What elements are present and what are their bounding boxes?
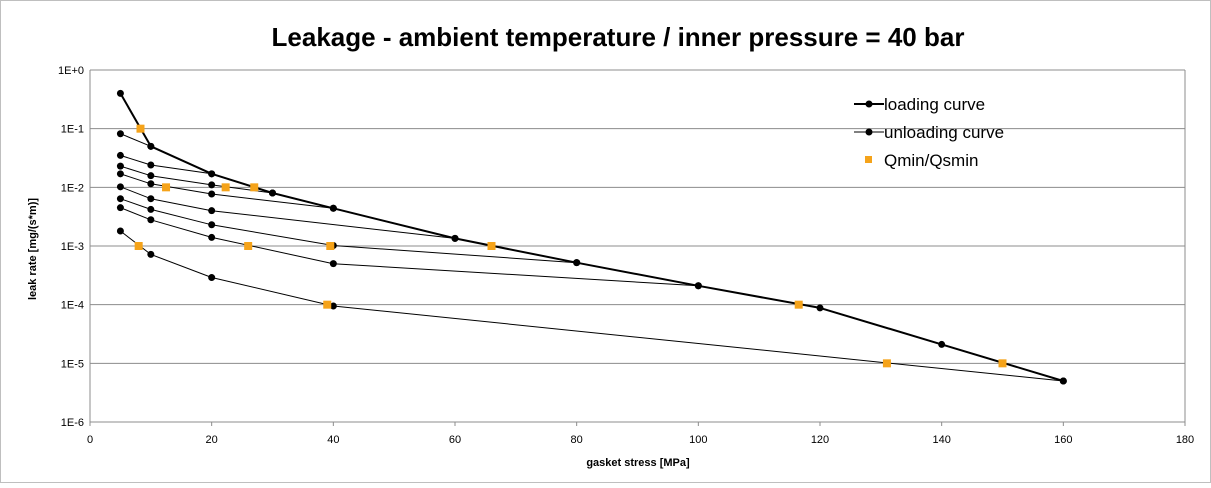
qmin-point [882,359,891,368]
loading-point [329,204,337,212]
loading-point [451,234,459,242]
unloading-point [147,216,155,224]
loading-point [116,89,124,97]
unloading-curve-line [120,133,151,147]
legend: loading curve unloading curve Qmin/Qsmin [854,95,1004,170]
x-tick-label: 40 [327,434,339,446]
unloading-point [329,302,337,310]
x-tick-label: 160 [1054,434,1072,446]
x-tick-label: 60 [449,434,461,446]
y-tick-label: 1E-1 [61,124,84,136]
legend-unloading-label: unloading curve [884,123,1004,142]
loading-point [573,259,581,267]
qmin-point [323,300,332,309]
y-tick-label: 1E-4 [61,300,84,312]
y-tick-label: 1E+0 [58,65,84,77]
y-tick-label: 1E-3 [61,241,84,253]
qmin-point [487,242,496,250]
y-tick-label: 1E-5 [61,358,84,370]
unloading-point [116,227,124,235]
x-tick-label: 120 [811,434,829,446]
unloading-curve-line [120,173,334,209]
qmin-point [998,359,1007,368]
unloading-point [147,172,155,180]
x-tick-label: 100 [689,434,707,446]
unloading-point [116,204,124,212]
unloading-point [208,181,216,189]
unloading-point [208,207,216,215]
qmin-point [326,242,335,250]
unloading-point [116,183,124,191]
unloading-point [208,190,216,198]
unloading-point [208,274,216,282]
unloading-point [208,221,216,229]
loading-point [694,282,702,290]
x-tick-label: 20 [206,434,218,446]
unloading-curve-line [120,165,273,194]
qmin-point [250,183,259,192]
unloading-point [329,260,337,268]
loading-point [147,142,155,150]
x-tick-label: 80 [571,434,583,446]
legend-qmin-label: Qmin/Qsmin [884,151,978,170]
legend-loading-marker [865,100,873,108]
x-tick-label: 180 [1176,434,1194,446]
unloading-point [116,170,124,178]
qmin-point [162,183,171,192]
loading-point [938,340,946,348]
x-axis-label: gasket stress [MPa] [586,457,690,469]
loading-point [208,170,216,178]
unloading-point [208,233,216,241]
qmin-point [136,124,145,133]
qmin-point [221,183,230,192]
grid-layer [90,69,1185,364]
loading-point [269,189,276,197]
loading-point [1059,377,1067,385]
x-tick-label: 0 [87,434,93,446]
unloading-point [147,195,155,203]
y-tick-label: 1E-6 [61,417,84,429]
unloading-point [147,161,155,169]
legend-unloading-marker [865,128,873,136]
legend-qmin-marker [865,156,872,163]
chart-title: Leakage - ambient temperature / inner pr… [272,22,965,52]
unloading-point [116,151,124,159]
unloading-point [116,162,124,170]
legend-loading-label: loading curve [884,95,985,114]
unloading-point [147,250,155,258]
unloading-point [147,205,155,213]
unloading-curve-line [120,186,456,239]
axis-layer: 1E+0 1E-1 1E-2 1E-3 1E-4 1E-5 1E-60 20 40 60 80 100… [58,65,1194,446]
qmin-point [794,300,803,309]
unloading-point [147,180,155,188]
series-layer [116,89,1067,385]
y-axis-label: leak rate [mg/(s*m)] [27,198,39,300]
loading-point [816,304,824,312]
y-tick-label: 1E-2 [61,182,84,194]
qmin-point [134,242,143,250]
unloading-point [116,195,124,203]
x-tick-label: 140 [932,434,950,446]
qmin-point [244,242,253,250]
unloading-point [116,130,124,138]
